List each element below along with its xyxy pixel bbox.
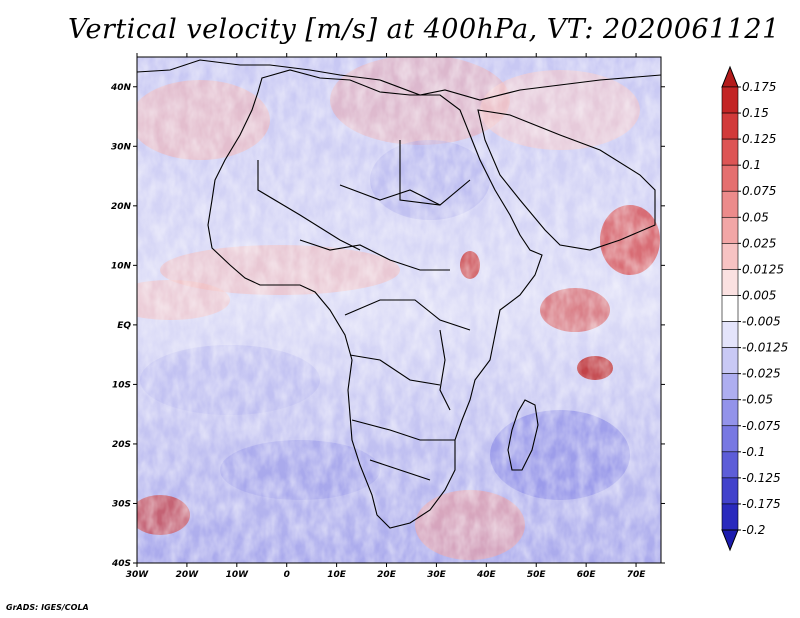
- lon-label: 0: [284, 570, 290, 580]
- colorbar-box: [721, 164, 739, 192]
- lon-label: 20E: [377, 570, 397, 580]
- colorbar-cap-bottom: [721, 529, 739, 552]
- colorbar-label: -0.125: [742, 471, 781, 485]
- colorbar-box: [721, 295, 739, 322]
- lon-label: 10E: [327, 570, 347, 580]
- colorbar: 0.175 0.15 0.125 0.1 0.075 0.05 0.025 0.0125 0.0…: [721, 65, 788, 552]
- map-title: Vertical velocity [m/s] at 400hPa, VT: 2…: [68, 14, 780, 45]
- colorbar-box: [721, 399, 739, 427]
- lat-label: 30N: [111, 142, 132, 152]
- colorbar-label: 0.075: [742, 184, 776, 198]
- colorbar-box: [721, 138, 739, 166]
- colorbar-label: 0.025: [742, 236, 776, 250]
- lon-label: 30E: [427, 570, 447, 580]
- lat-axis: 40N 30N 20N 10N EQ 10S 20S 30S 40S: [110, 83, 665, 569]
- lon-label: 70E: [627, 570, 647, 580]
- lat-label: 10N: [111, 261, 132, 271]
- lat-label: EQ: [117, 321, 131, 331]
- colorbar-label: -0.1: [742, 445, 765, 459]
- colorbar-label: 0.1: [742, 158, 761, 172]
- colorbar-label: -0.075: [742, 419, 781, 433]
- colorbar-box: [721, 373, 739, 401]
- colorbar-label: 0.05: [742, 210, 769, 224]
- colorbar-label: -0.2: [742, 523, 765, 537]
- lon-axis: 30W 20W 10W 0 10E 20E 30E 40E 50E 60E 70E: [126, 53, 646, 580]
- lon-label: 40E: [476, 570, 497, 580]
- lat-label: 20S: [112, 440, 131, 450]
- lat-label: 40N: [110, 83, 132, 93]
- lon-label: 30W: [126, 570, 150, 580]
- colorbar-box: [721, 503, 739, 531]
- lat-label: 40S: [111, 559, 131, 569]
- colorbar-label: 0.175: [742, 80, 776, 94]
- lat-label: 30S: [112, 499, 131, 509]
- coastlines: [137, 59, 661, 529]
- colorbar-label: -0.175: [742, 497, 781, 511]
- colorbar-box: [721, 86, 739, 114]
- colorbar-box: [721, 477, 739, 505]
- colorbar-box: [721, 216, 739, 244]
- grads-credit: GrADS: IGES/COLA: [6, 603, 89, 612]
- colorbar-label: -0.005: [742, 315, 781, 329]
- colorbar-label: 0.15: [742, 106, 769, 120]
- colorbar-box: [721, 347, 739, 374]
- lon-label: 10W: [226, 570, 250, 580]
- map-frame: [136, 56, 662, 564]
- colorbar-label: -0.05: [742, 393, 773, 407]
- colorbar-label: 0.0125: [742, 262, 784, 276]
- colorbar-box: [721, 451, 739, 479]
- lat-label: 20N: [111, 202, 132, 212]
- colorbar-box: [721, 269, 739, 296]
- colorbar-box: [721, 321, 739, 348]
- lon-label: 60E: [577, 570, 597, 580]
- colorbar-box: [721, 190, 739, 218]
- colorbar-label: 0.125: [742, 132, 776, 146]
- colorbar-label: -0.025: [742, 367, 781, 381]
- velocity-field: [137, 57, 661, 563]
- colorbar-cap-top: [721, 65, 739, 88]
- lon-label: 50E: [527, 570, 547, 580]
- lon-label: 20W: [176, 570, 200, 580]
- colorbar-box: [721, 112, 739, 140]
- lat-label: 10S: [112, 380, 131, 390]
- colorbar-label: -0.0125: [742, 341, 788, 355]
- colorbar-box: [721, 243, 739, 270]
- colorbar-label: 0.005: [742, 288, 776, 302]
- colorbar-box: [721, 425, 739, 453]
